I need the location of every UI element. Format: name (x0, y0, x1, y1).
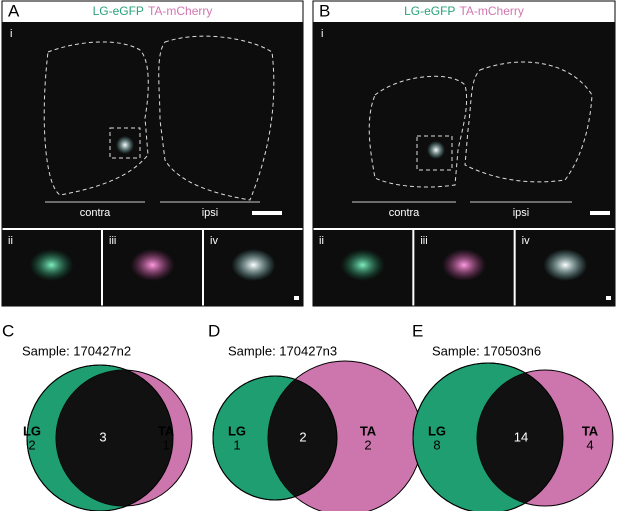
legend-entry: LG-eGFP (404, 4, 455, 18)
scale-bar (294, 296, 299, 300)
legend-entry: TA-mCherry (459, 4, 523, 18)
outline (464, 61, 593, 183)
legend: LG-eGFP TA-mCherry (404, 4, 524, 18)
overlap (477, 370, 563, 506)
panel-letter: C (2, 321, 14, 340)
set-count: 8 (433, 437, 440, 452)
set-name: TA (360, 423, 377, 438)
set-count: 1 (162, 437, 169, 452)
neuron (29, 249, 74, 281)
overlap-count: 2 (299, 429, 306, 444)
legend: LG-eGFP TA-mCherry (93, 4, 213, 18)
image-label: i (10, 28, 12, 40)
legend-entry: TA-mCherry (148, 4, 212, 18)
scale-bar (606, 296, 611, 300)
set-name: TA (158, 423, 175, 438)
neuron (543, 249, 588, 281)
neuron (116, 136, 134, 154)
set-count: 2 (364, 437, 371, 452)
side-label: contra (389, 207, 420, 219)
set-count: 4 (586, 437, 593, 452)
neuron (442, 249, 486, 281)
neuron (340, 249, 385, 281)
inset-label: iii (109, 235, 116, 247)
inset-label: iv (210, 235, 218, 247)
set-name: LG (228, 423, 246, 438)
overlap (56, 370, 173, 506)
roi-box (109, 127, 141, 159)
outline (212, 375, 338, 501)
panel-letter: D (208, 321, 220, 340)
micrograph (313, 22, 615, 228)
inset-label: ii (319, 235, 324, 247)
inset-label: ii (8, 235, 13, 247)
outline (158, 35, 275, 201)
set-name: TA (582, 423, 599, 438)
sample-label: Sample: 170427n2 (22, 343, 131, 358)
neuron (231, 249, 276, 281)
set-name: LG (23, 423, 41, 438)
inset-label: iii (420, 235, 427, 247)
overlap-count: 3 (99, 429, 106, 444)
panel-letter: E (412, 321, 423, 340)
outline (368, 75, 468, 188)
set-name: LG (428, 423, 446, 438)
set-count: 1 (233, 437, 240, 452)
set-count: 2 (28, 437, 35, 452)
panel-letter: A (8, 1, 20, 20)
side-label: ipsi (513, 207, 530, 219)
neuron (427, 141, 445, 159)
neuron (130, 249, 175, 281)
sample-label: Sample: 170503n6 (432, 343, 541, 358)
outline (43, 41, 149, 196)
scale-bar (590, 211, 610, 215)
inset-label: iv (522, 235, 530, 247)
side-label: contra (80, 207, 111, 219)
panel-letter: B (319, 1, 330, 20)
scale-bar (252, 211, 282, 215)
micrograph (2, 22, 303, 228)
sample-label: Sample: 170427n3 (228, 343, 337, 358)
overlap (268, 376, 337, 500)
image-label: i (321, 28, 323, 40)
outline (412, 362, 564, 511)
roi-box (416, 135, 453, 171)
side-label: ipsi (202, 207, 219, 219)
legend-entry: LG-eGFP (93, 4, 144, 18)
overlap-count: 14 (514, 429, 528, 444)
outline (26, 364, 174, 511)
